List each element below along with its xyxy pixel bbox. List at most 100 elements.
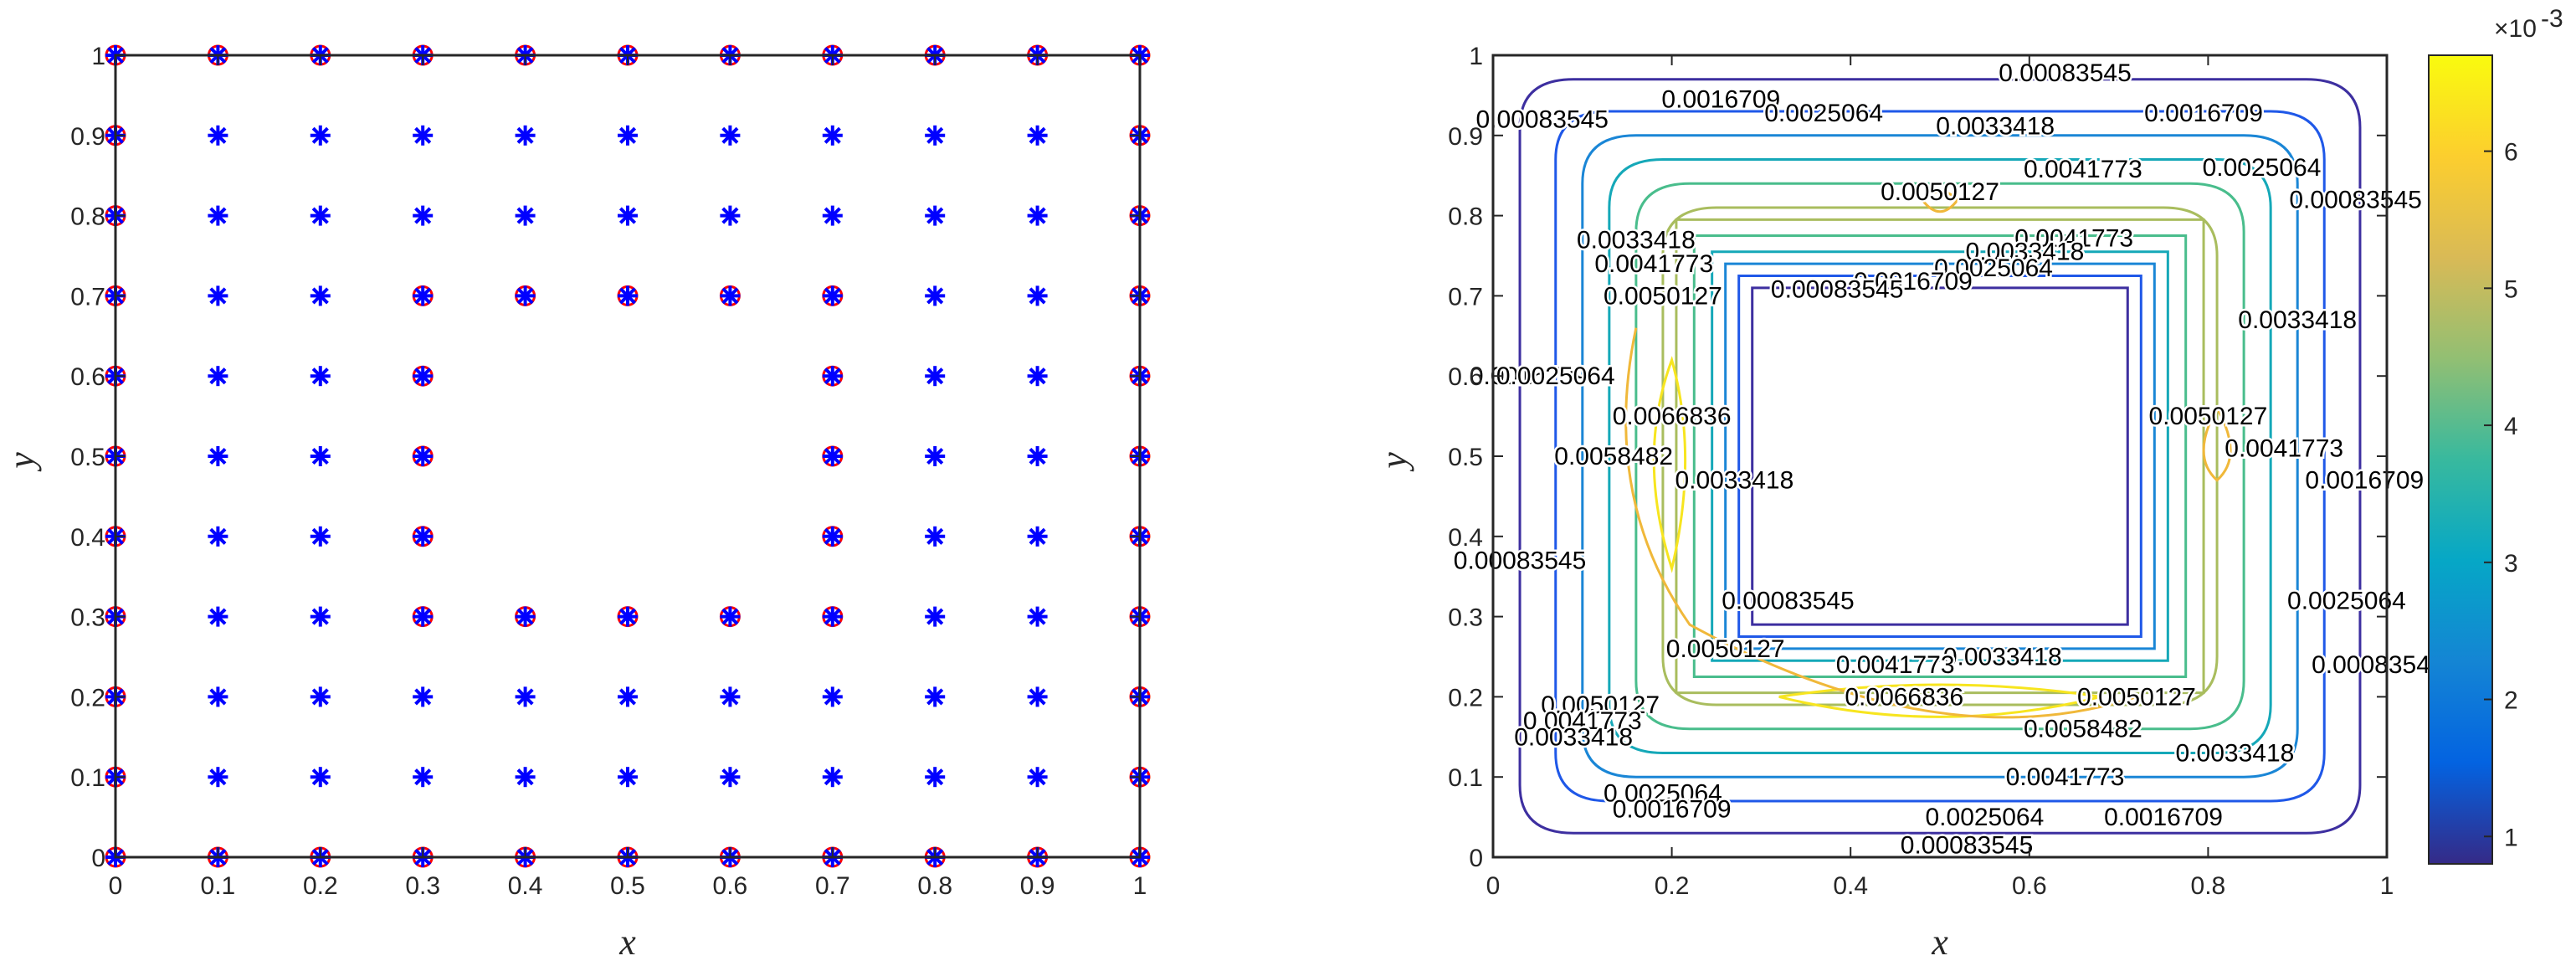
contour-value-label: 0.00083545	[1999, 59, 2132, 87]
node-asterisk-marker	[208, 446, 228, 466]
x-tick-label: 0.4	[508, 872, 543, 900]
node-asterisk-marker	[1027, 446, 1048, 466]
node-asterisk-marker	[822, 285, 843, 306]
node-asterisk-marker	[413, 125, 434, 146]
contour-line	[2202, 405, 2232, 482]
y-axis-label: y	[1, 452, 42, 472]
node-asterisk-marker	[1027, 366, 1048, 387]
contour-value-label: 0.00083545	[2289, 186, 2422, 213]
node-asterisk-marker	[925, 526, 946, 547]
contour-line	[1724, 262, 2156, 650]
contour-value-label: 0.0058482	[2024, 716, 2142, 743]
node-asterisk-marker	[310, 446, 331, 466]
y-tick-label: 0.1	[70, 764, 105, 792]
contour-line	[1711, 250, 2169, 662]
y-tick-label: 0.9	[1448, 123, 1483, 151]
node-asterisk-marker	[515, 205, 536, 226]
contour-line	[1737, 274, 2142, 639]
contour-value-label: 0.0025064	[1764, 100, 1883, 127]
contour-value-label: 0.0041773	[1836, 651, 1955, 679]
contour-value-label: 0.0016709	[2104, 804, 2223, 831]
x-tick-label: 1	[2380, 872, 2394, 900]
node-asterisk-marker	[720, 686, 741, 707]
contour-value-label: 0.0016709	[1470, 362, 1588, 390]
contour-line	[1518, 78, 2362, 835]
node-asterisk-marker	[1027, 285, 1048, 306]
node-asterisk-marker	[925, 125, 946, 146]
node-asterisk-marker	[618, 285, 638, 306]
contour-line	[1778, 683, 2101, 718]
contour-value-label: 0.0066836	[1613, 403, 1732, 430]
x-tick-label: 0.2	[303, 872, 338, 900]
x-tick-label: 0.1	[201, 872, 236, 900]
contour-value-label: 0.0050127	[2148, 403, 2267, 430]
node-asterisk-marker	[822, 125, 843, 146]
colorbar-tick-label: 5	[2504, 275, 2518, 303]
contour-value-label: 0.0016709	[1661, 86, 1780, 114]
node-asterisk-marker	[413, 767, 434, 788]
node-asterisk-marker	[822, 767, 843, 788]
y-tick-label: 0.3	[70, 604, 105, 632]
node-asterisk-marker	[515, 125, 536, 146]
contour-value-label: 0.0050127	[1666, 635, 1785, 663]
y-tick-label: 0.5	[1448, 444, 1483, 471]
y-tick-label: 0.6	[70, 363, 105, 391]
colorbar-tick-label: 1	[2504, 824, 2518, 851]
node-asterisk-marker	[310, 767, 331, 788]
x-tick-label: 0.6	[2012, 872, 2047, 900]
node-asterisk-marker	[208, 205, 228, 226]
x-tick-label: 0.5	[610, 872, 645, 900]
contour-line	[1634, 182, 2245, 731]
contour-value-label: 0.0025064	[1925, 804, 2044, 831]
contour-value-label: 0.0016709	[2305, 467, 2424, 495]
contour-value-label: 0.0041773	[2014, 224, 2133, 252]
y-tick-label: 0	[1469, 845, 1483, 872]
colorbar-exponent-value: -3	[2541, 5, 2563, 33]
x-tick-label: 0.3	[405, 872, 440, 900]
contour-value-label: 0.0041773	[1523, 707, 1642, 735]
contour-value-label: 0.0016709	[2144, 100, 2263, 127]
node-asterisk-marker	[208, 686, 228, 707]
y-tick-label: 0.8	[70, 203, 105, 231]
node-asterisk-marker	[1027, 125, 1048, 146]
x-axis-label: x	[1931, 922, 1948, 963]
contour-value-label: 0.0033418	[1943, 644, 2062, 671]
contour-value-label: 0.00083545	[1722, 587, 1855, 614]
contour-line	[1554, 110, 2326, 803]
contour-value-label: 0.0033418	[1514, 723, 1633, 751]
contour-value-label: 0.0050127	[1881, 178, 1999, 206]
y-tick-label: 1	[91, 43, 105, 70]
contour-value-label: 0.0025064	[1934, 254, 2053, 282]
node-asterisk-marker	[310, 205, 331, 226]
node-asterisk-marker	[310, 285, 331, 306]
colorbar-tick-label: 3	[2504, 550, 2518, 578]
node-asterisk-marker	[925, 606, 946, 627]
node-asterisk-marker	[515, 606, 536, 627]
node-asterisk-marker	[208, 366, 228, 387]
node-asterisk-marker	[720, 205, 741, 226]
node-asterisk-marker	[822, 606, 843, 627]
y-tick-label: 0.6	[1448, 363, 1483, 391]
contour-value-label: 0.00083545	[1475, 106, 1609, 134]
node-asterisk-marker	[310, 686, 331, 707]
node-asterisk-marker	[413, 686, 434, 707]
y-tick-label: 0.8	[1448, 203, 1483, 231]
node-asterisk-marker	[310, 606, 331, 627]
x-tick-label: 0.6	[713, 872, 748, 900]
contour-value-label: 0.0033418	[1577, 226, 1696, 254]
y-axis-label: y	[1373, 452, 1414, 472]
contour-value-label: 0.00083545	[1901, 832, 2034, 860]
node-asterisk-marker	[720, 125, 741, 146]
node-asterisk-marker	[822, 686, 843, 707]
node-asterisk-marker	[822, 526, 843, 547]
x-tick-label: 0.4	[1833, 872, 1868, 900]
x-tick-label: 0	[1486, 872, 1501, 900]
contour-line	[1751, 286, 2129, 626]
contour-value-label: 0.00083545	[1454, 547, 1587, 575]
contour-value-label: 0.0033418	[1675, 467, 1793, 495]
node-asterisk-marker	[413, 366, 434, 387]
contour-value-label: 0.0050127	[1541, 691, 1660, 719]
left-axes-box	[114, 54, 1142, 859]
node-asterisk-marker	[515, 767, 536, 788]
